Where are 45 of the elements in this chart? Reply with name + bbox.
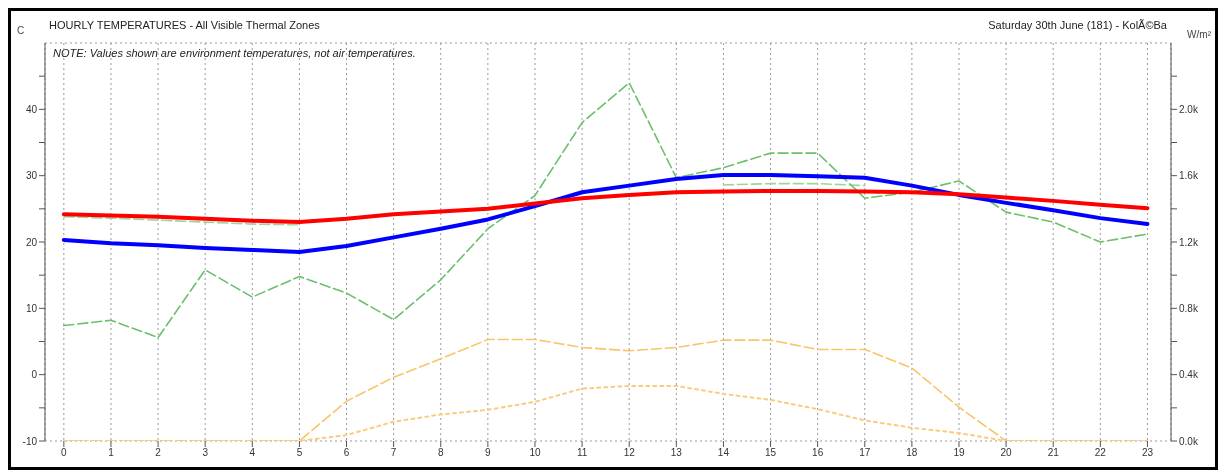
x-tick-label: 15 — [764, 447, 777, 459]
x-tick-label: 0 — [61, 447, 68, 459]
x-tick-label: 19 — [953, 447, 965, 459]
x-tick-label: 1 — [108, 447, 115, 459]
x-tick-label: 12 — [623, 447, 636, 459]
x-tick-label: 18 — [906, 447, 918, 459]
y2-tick-label: 0.8k — [1179, 302, 1199, 314]
x-tick-label: 20 — [1000, 447, 1013, 459]
x-tick-label: 21 — [1047, 447, 1060, 459]
x-tick-label: 23 — [1141, 447, 1154, 459]
x-tick-label: 14 — [717, 447, 730, 459]
y2-tick-label: 1.6k — [1179, 170, 1199, 182]
x-tick-label: 10 — [529, 447, 541, 459]
y-axis-title: C — [17, 25, 25, 36]
y-tick-label: 20 — [25, 236, 38, 248]
y-tick-label: 40 — [25, 103, 38, 115]
y-tick-label: 30 — [25, 170, 38, 182]
y2-tick-label: 2.0k — [1179, 103, 1199, 115]
y2-tick-label: 0.0k — [1179, 435, 1199, 447]
chart-subtitle: Saturday 30th June (181) - KolÃ©Ba — [988, 19, 1167, 31]
y2-axis-title: W/m² — [1187, 29, 1211, 40]
x-tick-label: 2 — [155, 447, 162, 459]
x-tick-label: 22 — [1094, 447, 1107, 459]
y2-tick-label: 1.2k — [1179, 236, 1199, 248]
x-tick-label: 6 — [343, 447, 350, 459]
chart-title: HOURLY TEMPERATURES - All Visible Thermal Zones — [49, 19, 320, 31]
y2-tick-label: 0.4k — [1179, 369, 1199, 381]
x-tick-label: 17 — [859, 447, 871, 459]
x-tick-label: 5 — [296, 447, 303, 459]
y-tick-label: -10 — [22, 435, 38, 447]
x-tick-label: 8 — [437, 447, 444, 459]
y-tick-label: 10 — [25, 302, 38, 314]
x-tick-label: 3 — [202, 447, 209, 459]
x-tick-label: 13 — [670, 447, 683, 459]
annotation: NOTE: Values shown are environment temperatures, not air temperatures. — [53, 47, 416, 59]
x-tick-label: 9 — [485, 447, 492, 459]
x-tick-label: 7 — [390, 447, 397, 459]
line-series — [62, 384, 1149, 441]
line-series — [63, 82, 1149, 339]
x-tick-label: 4 — [249, 447, 256, 459]
line-series — [61, 173, 1150, 254]
x-tick-label: 16 — [812, 447, 824, 459]
line-series — [61, 188, 1150, 225]
y-tick-label: 0 — [31, 369, 38, 381]
x-tick-label: 11 — [576, 447, 588, 459]
